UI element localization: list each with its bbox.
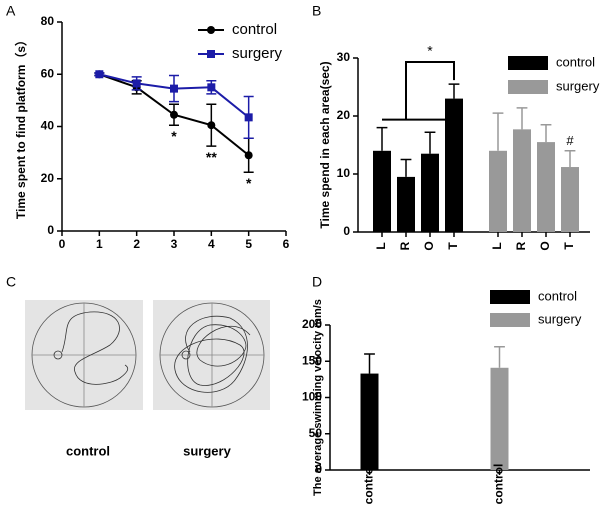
x-tick-label: L (490, 242, 504, 249)
marker (207, 121, 216, 130)
legend-marker (207, 50, 215, 58)
error-bar (424, 131, 436, 154)
y-tick-label: 150 (302, 353, 322, 367)
bar (421, 153, 439, 232)
legend-swatch (490, 313, 530, 327)
marker (170, 110, 178, 119)
y-axis-label: The average swimming velocity mm/s (312, 299, 324, 496)
bar (513, 129, 531, 232)
x-tick-label: 5 (245, 237, 252, 251)
significance-label: * (171, 128, 177, 144)
bar (489, 150, 507, 232)
x-tick-label: 2 (133, 237, 140, 251)
x-tick-label: R (514, 241, 528, 250)
legend-label: control (538, 288, 577, 303)
y-axis-label: Time spend in each area(sec) (318, 61, 332, 228)
legend-swatch (508, 80, 548, 94)
x-tick-label: O (538, 241, 552, 250)
panel-label: A (6, 3, 16, 19)
error-bar (494, 346, 505, 368)
bracket-label: * (427, 43, 433, 59)
trajectory-caption: surgery (183, 443, 231, 458)
trajectory-images (25, 300, 270, 410)
y-tick-label: 0 (47, 223, 54, 237)
x-tick-label: 1 (96, 237, 103, 251)
bar (561, 167, 579, 232)
marker (95, 70, 104, 79)
y-tick-label: 20 (337, 108, 351, 122)
y-tick-label: 30 (337, 50, 351, 64)
x-tick-label: 6 (283, 237, 290, 251)
bar (445, 98, 463, 232)
error-bar (376, 126, 388, 151)
error-bar (564, 150, 576, 168)
y-tick-label: 100 (302, 390, 322, 404)
legend-swatch (508, 56, 548, 70)
y-tick-label: 20 (41, 171, 55, 185)
error-bar (400, 158, 412, 177)
marker (170, 84, 178, 93)
bar (397, 176, 415, 232)
x-tick-label: 0 (59, 237, 66, 251)
y-tick-label: 0 (343, 224, 350, 238)
y-tick-label: 60 (41, 66, 55, 80)
y-tick-label: 80 (41, 14, 55, 28)
marker (207, 83, 216, 92)
x-tick-label: control (362, 464, 376, 505)
y-tick-label: 40 (41, 119, 55, 133)
y-tick-label: 200 (302, 317, 322, 331)
significance-label: * (246, 175, 252, 191)
x-tick-label: O (422, 241, 436, 250)
significance-label: ** (206, 149, 217, 165)
bar (373, 150, 391, 232)
error-bar (492, 112, 504, 151)
error-bar (516, 107, 528, 130)
significance-bracket (382, 61, 455, 121)
marker (132, 79, 141, 88)
legend-marker (207, 26, 215, 34)
panel-label: D (312, 274, 322, 290)
bar (360, 373, 379, 470)
error-bar (448, 83, 460, 99)
error-bar (540, 123, 552, 143)
x-tick-label: R (398, 241, 412, 250)
x-tick-label: 4 (208, 237, 215, 251)
legend-label: surgery (556, 78, 600, 93)
significance-label: # (566, 133, 574, 148)
marker (244, 151, 253, 160)
panel-label: B (312, 3, 321, 19)
error-bar (364, 353, 375, 374)
y-tick-label: 50 (309, 426, 323, 440)
y-tick-label: 10 (337, 166, 351, 180)
bar (537, 142, 555, 232)
marker (244, 113, 253, 122)
x-tick-label: 3 (171, 237, 178, 251)
x-tick-label: T (562, 242, 576, 250)
legend-label: surgery (232, 45, 283, 62)
legend-label: surgery (538, 311, 582, 326)
y-tick-label: 0 (315, 462, 322, 476)
y-axis-label: Time spent to find platform（s） (13, 34, 28, 219)
x-tick-label: control (492, 464, 506, 505)
x-tick-label: T (446, 242, 460, 250)
panel-label: C (6, 274, 16, 290)
trajectory-caption: control (66, 443, 110, 458)
legend-swatch (490, 290, 530, 304)
bar (490, 367, 509, 470)
legend-label: control (556, 54, 595, 69)
x-tick-label: L (374, 242, 388, 249)
legend-label: control (232, 21, 277, 38)
